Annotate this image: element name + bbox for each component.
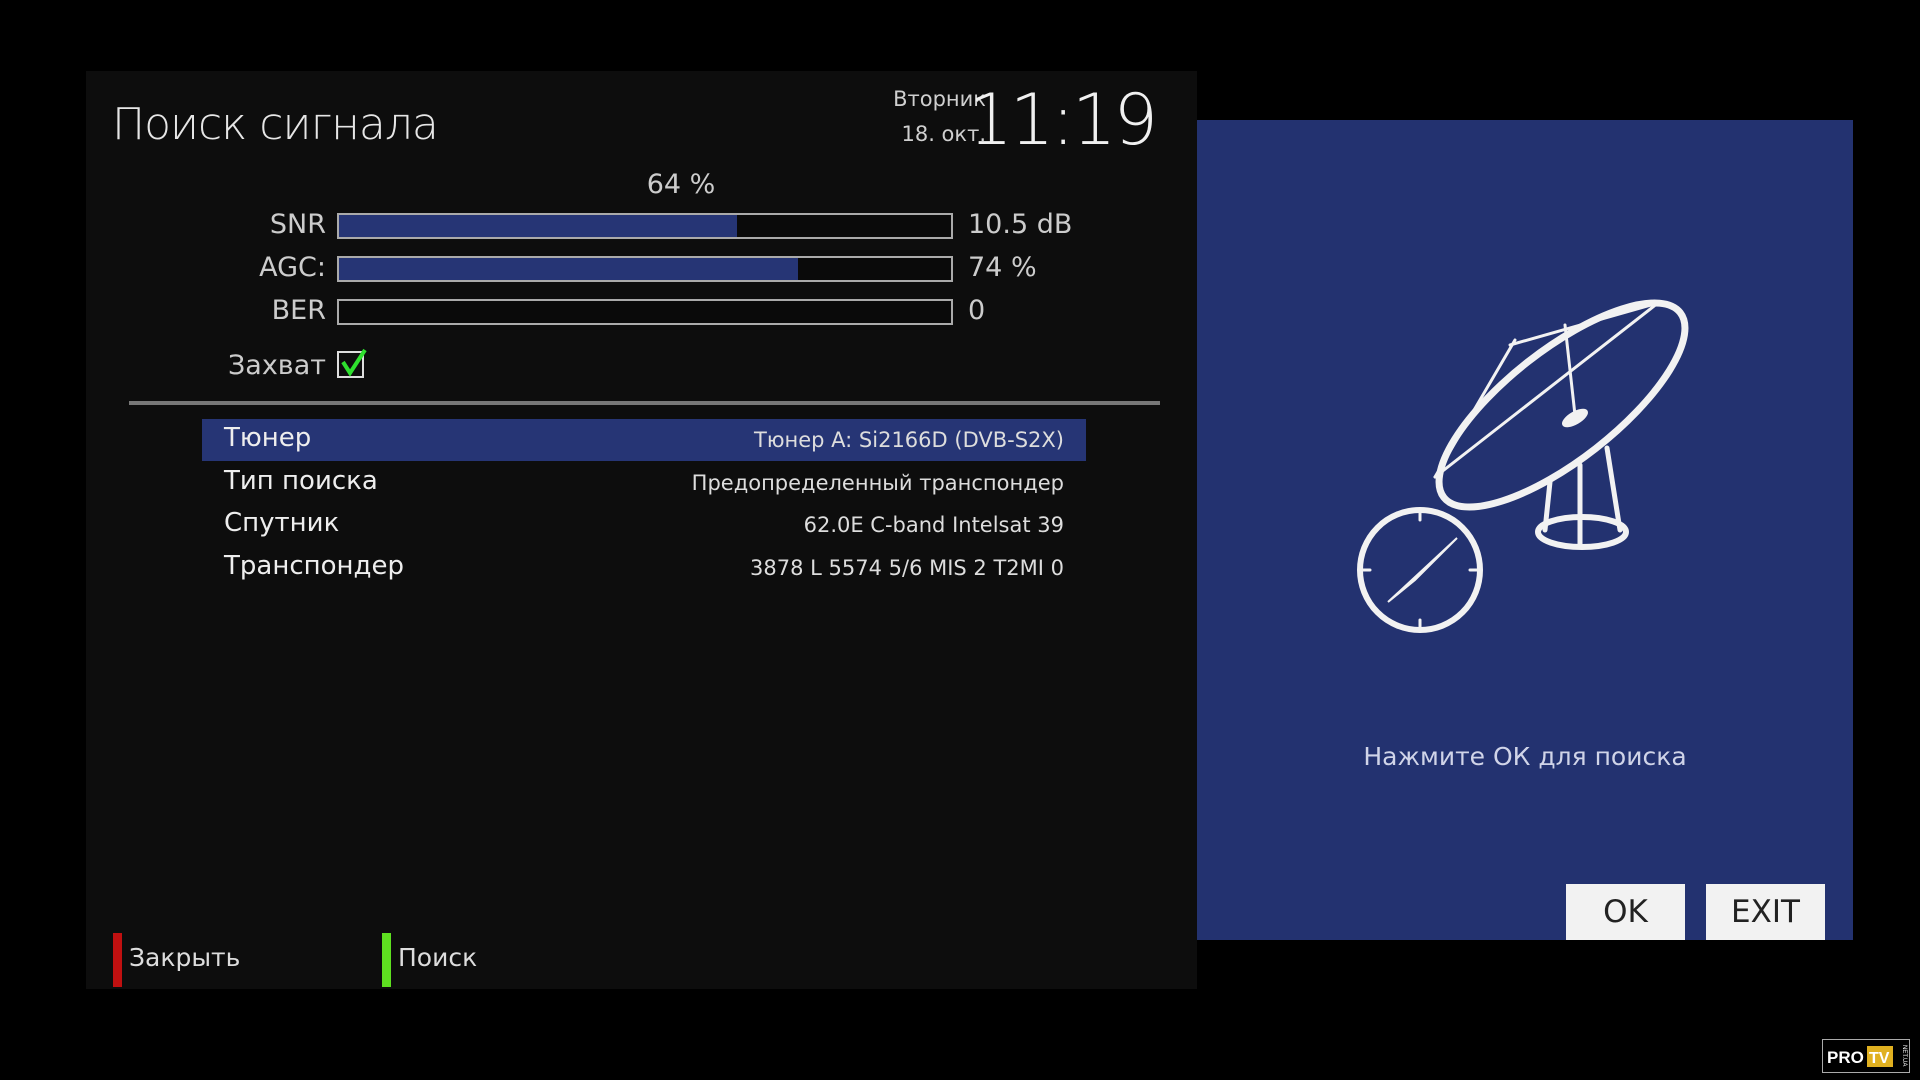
row-label: Тюнер xyxy=(224,423,312,453)
setting-row-tuner[interactable]: Тюнер Тюнер A: Si2166D (DVB-S2X) xyxy=(202,419,1086,461)
setting-row-satellite[interactable]: Спутник 62.0E C-band Intelsat 39 xyxy=(202,504,1086,546)
svg-text:NET.UA: NET.UA xyxy=(1901,1045,1907,1066)
row-value: Тюнер A: Si2166D (DVB-S2X) xyxy=(754,428,1064,452)
agc-bar-fill xyxy=(339,258,798,280)
ber-bar xyxy=(337,299,953,325)
snr-bar-fill xyxy=(339,215,737,237)
row-value: 3878 L 5574 5/6 MIS 2 T2MI 0 xyxy=(750,556,1064,580)
satellite-dish-compass-icon xyxy=(1357,299,1689,633)
exit-button[interactable]: EXIT xyxy=(1706,884,1825,940)
search-button[interactable]: Поиск xyxy=(398,943,478,972)
date: 18. окт. xyxy=(901,122,986,146)
row-value: 62.0E C-band Intelsat 39 xyxy=(803,513,1064,537)
ok-button[interactable]: OK xyxy=(1566,884,1685,940)
svg-text:PRO: PRO xyxy=(1827,1048,1864,1067)
agc-value: 74 % xyxy=(968,252,1037,283)
ber-label: BER xyxy=(271,295,326,326)
agc-label: AGC: xyxy=(259,252,326,283)
red-key-indicator xyxy=(113,933,122,987)
setting-row-transponder[interactable]: Транспондер 3878 L 5574 5/6 MIS 2 T2MI 0 xyxy=(202,547,1086,589)
weekday: Вторник xyxy=(893,87,986,111)
green-key-indicator xyxy=(382,933,391,987)
row-value: Предопределенный транспондер xyxy=(691,471,1064,495)
row-label: Транспондер xyxy=(224,551,404,581)
clock: 11:19 xyxy=(968,79,1158,161)
setting-row-search-type[interactable]: Тип поиска Предопределенный транспондер xyxy=(202,462,1086,504)
search-prompt: Нажмите ОК для поиска xyxy=(1363,742,1687,771)
page-title: Поиск сигнала xyxy=(112,99,439,150)
snr-value: 10.5 dB xyxy=(968,209,1073,240)
ber-value: 0 xyxy=(968,295,986,326)
close-button[interactable]: Закрыть xyxy=(129,943,241,972)
signal-search-panel: Поиск сигнала Вторник 18. окт. 11:19 64 … xyxy=(86,71,1197,989)
checkmark-icon xyxy=(341,348,367,377)
agc-bar xyxy=(337,256,953,282)
row-label: Тип поиска xyxy=(224,466,378,496)
lock-checkbox xyxy=(337,348,367,378)
divider xyxy=(129,401,1160,405)
protv-logo-icon: PRO TV NET.UA xyxy=(1827,1045,1907,1067)
signal-quality-percent: 64 % xyxy=(646,169,716,200)
search-dialog: Нажмите ОК для поиска OK EXIT xyxy=(1197,120,1853,940)
svg-text:TV: TV xyxy=(1869,1050,1890,1067)
protv-watermark-logo: PRO TV NET.UA xyxy=(1822,1039,1910,1073)
lock-label: Захват xyxy=(227,350,326,381)
snr-label: SNR xyxy=(269,209,326,240)
row-label: Спутник xyxy=(224,508,340,538)
snr-bar xyxy=(337,213,953,239)
